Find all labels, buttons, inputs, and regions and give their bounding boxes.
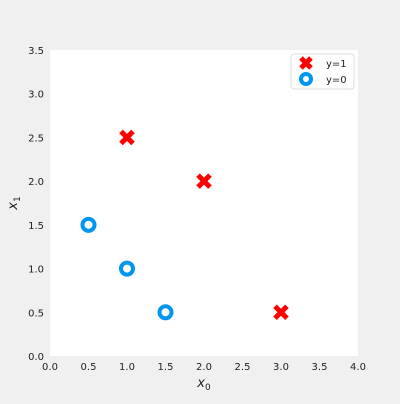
x-tick-label: 4.0 (350, 362, 366, 373)
negative-point-marker (83, 219, 95, 231)
x-tick-labels: 0.0 0.5 1.0 1.5 2.0 2.5 3.0 3.5 4.0 (42, 362, 366, 373)
x-tick-label: 1.5 (158, 362, 174, 373)
x-tick-label: 0.0 (42, 362, 58, 373)
x-axis-label-subscript: 0 (205, 383, 211, 393)
y-tick-label: 3.5 (28, 46, 44, 57)
y-tick-label: 3.0 (28, 90, 44, 101)
y-tick-label: 0.0 (28, 352, 44, 363)
x-tick-label: 2.5 (235, 362, 251, 373)
x-tick-label: 0.5 (81, 362, 97, 373)
y-tick-label: 1.0 (28, 265, 44, 276)
y-tick-label: 2.0 (28, 177, 44, 188)
y-axis-label: x1 (6, 196, 23, 210)
x-tick-label: 3.0 (273, 362, 289, 373)
y-tick-label: 0.5 (28, 308, 44, 319)
legend-label: y=1 (326, 59, 347, 70)
legend-label: y=0 (326, 75, 347, 86)
y-axis-label-base: x (6, 202, 21, 211)
x-axis-label-base: x (196, 376, 205, 391)
x-tick-label: 3.5 (312, 362, 328, 373)
plot-area (50, 50, 358, 356)
y-axis-label-subscript: 1 (13, 196, 23, 202)
legend: y=1y=0 (291, 54, 354, 89)
y-tick-label: 1.5 (28, 221, 44, 232)
legend-x-marker (301, 58, 311, 68)
x-axis-label: x0 (196, 376, 211, 393)
legend-o-marker (301, 74, 311, 84)
x-tick-label: 1.0 (119, 362, 135, 373)
y-tick-labels: 0.0 0.5 1.0 1.5 2.0 2.5 3.0 3.5 (28, 46, 44, 363)
x-tick-label: 2.0 (196, 362, 212, 373)
negative-point-marker (121, 263, 133, 275)
negative-point-marker (160, 306, 172, 318)
y-tick-label: 2.5 (28, 133, 44, 144)
